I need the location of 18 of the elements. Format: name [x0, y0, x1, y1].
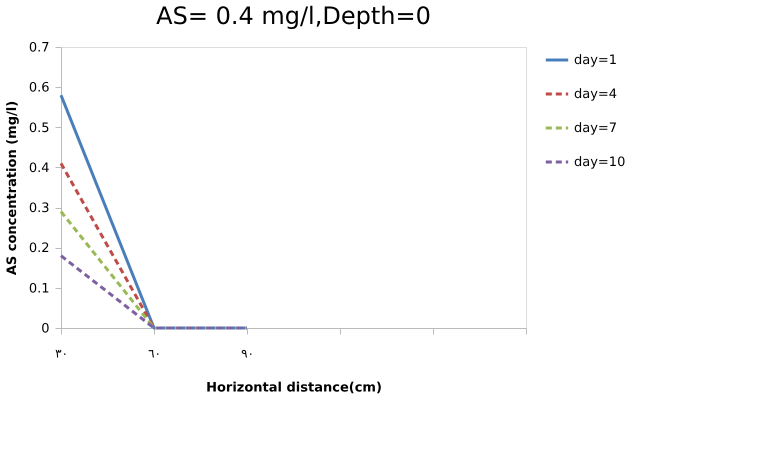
legend-label: day=1 — [574, 53, 618, 68]
y-axis-title: AS concentration (mg/l) — [4, 100, 20, 276]
chart-title: AS= 0.4 mg/l,Depth=0 — [156, 2, 431, 30]
y-tick-label: 0.3 — [28, 201, 50, 216]
y-tick-label: 0.2 — [28, 241, 50, 256]
y-tick-label: 0.7 — [28, 40, 50, 56]
legend-label: day=4 — [574, 87, 618, 102]
legend-label: day=10 — [574, 155, 626, 170]
y-tick-label: 0 — [41, 322, 50, 336]
y-tick-label: 0.5 — [28, 120, 50, 136]
x-tick-label: ٦٠ — [148, 346, 161, 360]
y-tick-label: 0.1 — [28, 281, 50, 296]
y-tick-label: 0.4 — [28, 160, 50, 176]
x-tick-label: ٩٠ — [241, 346, 254, 360]
x-tick-label: ٣٠ — [55, 346, 68, 360]
y-tick-label: 0.6 — [28, 80, 50, 96]
x-axis-title: Horizontal distance(cm) — [206, 380, 382, 396]
legend-label: day=7 — [574, 121, 618, 136]
